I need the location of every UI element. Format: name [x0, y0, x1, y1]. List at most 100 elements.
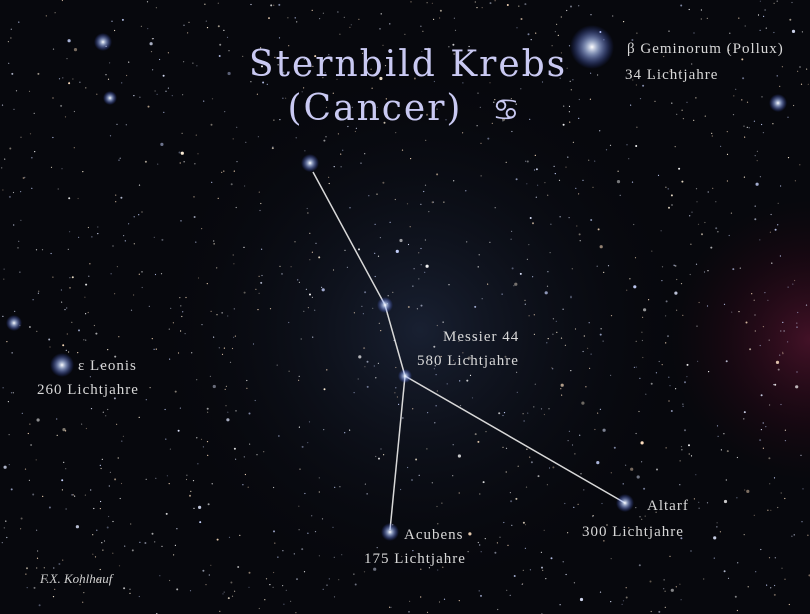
- star-dot: [554, 166, 555, 167]
- star-dot: [581, 402, 584, 405]
- star-dot: [708, 371, 709, 372]
- star-dot: [516, 178, 518, 180]
- star-dot: [51, 253, 52, 254]
- star-dot: [85, 313, 86, 314]
- star-dot: [410, 158, 411, 159]
- star-dot: [542, 570, 543, 571]
- star-dot: [222, 354, 223, 355]
- star-dot: [306, 289, 307, 290]
- star-dot: [791, 2, 792, 3]
- star-dot: [126, 75, 127, 76]
- star-dot: [525, 161, 526, 162]
- star-dot: [2, 189, 3, 190]
- star-dot: [63, 462, 64, 463]
- star-dot: [448, 284, 449, 285]
- star-dot: [785, 440, 786, 441]
- star-dot: [663, 588, 664, 589]
- star-dot: [5, 521, 6, 522]
- star-dot: [146, 479, 147, 480]
- star-dot: [556, 332, 557, 333]
- star-dot: [234, 171, 235, 172]
- star-dot: [377, 547, 378, 548]
- star-dot: [375, 377, 376, 378]
- star-dot: [218, 198, 219, 199]
- star-dot: [83, 339, 84, 340]
- star-dot: [155, 274, 156, 275]
- star-dot: [312, 252, 313, 253]
- star-dot: [524, 3, 526, 5]
- star-dot: [427, 412, 428, 413]
- star-dot: [4, 159, 5, 160]
- star-dot: [578, 118, 579, 119]
- star-dot: [768, 457, 770, 459]
- star-dot: [29, 326, 31, 328]
- star-dot: [201, 439, 202, 440]
- star-dot: [318, 256, 320, 258]
- star-dot: [179, 152, 181, 154]
- star-dot: [222, 593, 223, 594]
- star-dot: [339, 486, 340, 487]
- star-dot: [526, 487, 527, 488]
- star-dot: [187, 32, 188, 33]
- star-dot: [495, 0, 496, 1]
- star-dot: [651, 383, 653, 385]
- star-dot: [152, 38, 153, 39]
- star-dot: [763, 326, 764, 327]
- star-dot: [389, 23, 390, 24]
- star-dot: [199, 521, 201, 523]
- star-dot: [375, 224, 376, 225]
- star-dot: [485, 538, 486, 539]
- star-dot: [68, 249, 69, 250]
- star-dot: [79, 82, 80, 83]
- star-dot: [777, 224, 778, 225]
- star-dot: [244, 185, 245, 186]
- star-dot: [760, 30, 761, 31]
- star-dot: [169, 580, 170, 581]
- star-dot: [206, 21, 207, 22]
- star-dot: [78, 237, 79, 238]
- star-dot: [379, 323, 380, 324]
- star-dot: [139, 596, 140, 597]
- star-dot: [173, 554, 174, 555]
- star-dot: [182, 133, 183, 134]
- star-dot: [181, 152, 184, 155]
- star-dot: [561, 395, 562, 396]
- star-dot: [594, 429, 595, 430]
- star-dot: [525, 304, 526, 305]
- star-dot: [482, 7, 483, 8]
- star-dot: [795, 180, 796, 181]
- star-dot: [641, 461, 642, 462]
- star-dot: [203, 101, 204, 102]
- star-dot: [552, 334, 553, 335]
- star-dot: [268, 17, 270, 19]
- star-dot: [684, 429, 686, 431]
- star-dot: [104, 540, 105, 541]
- star-dot: [675, 388, 676, 389]
- star-dot: [107, 409, 108, 410]
- star: [301, 154, 319, 172]
- star-dot: [139, 185, 140, 186]
- star-dot: [466, 380, 468, 382]
- star-dot: [311, 515, 312, 516]
- star-dot: [544, 414, 545, 415]
- star-dot: [211, 182, 212, 183]
- star-dot: [286, 590, 287, 591]
- star-dot: [617, 180, 620, 183]
- star-dot: [257, 94, 258, 95]
- star-dot: [324, 388, 326, 390]
- star-dot: [453, 444, 454, 445]
- star-dot: [72, 78, 73, 79]
- signature: F.X. Kohlhauf: [39, 571, 115, 586]
- star-dot: [515, 498, 517, 500]
- star-dot: [277, 557, 278, 558]
- star-dot: [3, 279, 4, 280]
- star-dot: [354, 312, 355, 313]
- star-dot: [239, 535, 240, 536]
- star-dot: [344, 250, 345, 251]
- star-dot: [636, 33, 637, 34]
- star-dot: [363, 313, 364, 314]
- star-dot: [579, 435, 580, 436]
- star-dot: [131, 310, 132, 311]
- star-dot: [658, 611, 660, 613]
- star-dot: [259, 293, 260, 294]
